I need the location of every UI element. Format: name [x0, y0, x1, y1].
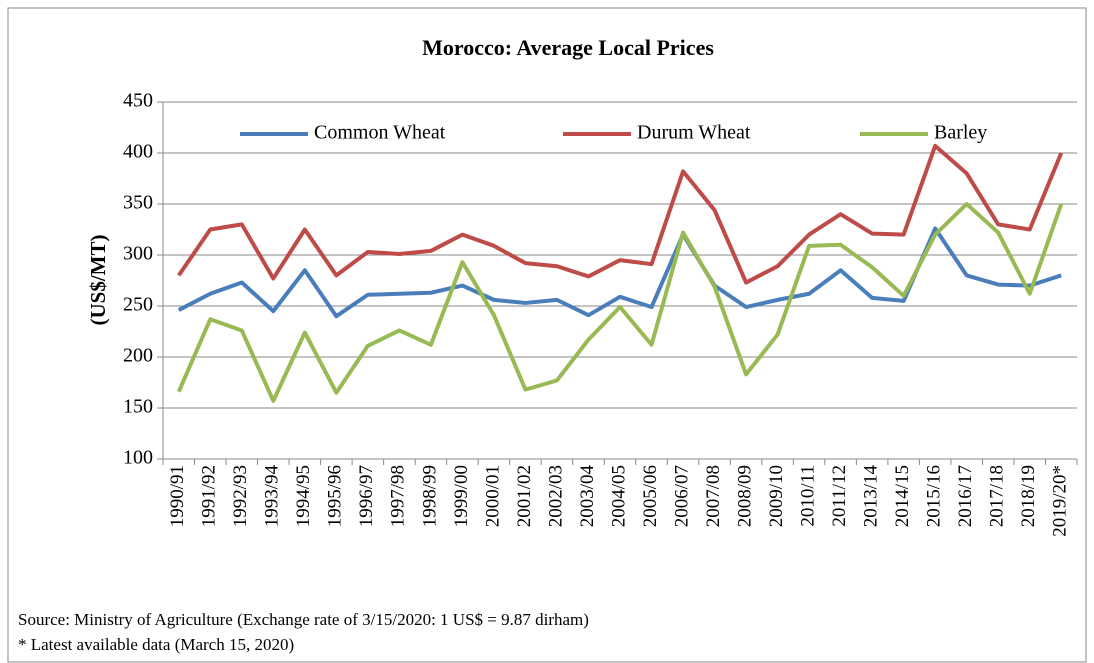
y-tick-label: 400	[123, 141, 153, 163]
x-tick-label: 1993/94	[262, 465, 283, 528]
y-tick-label: 350	[123, 192, 153, 214]
x-tick-label: 2004/05	[608, 465, 629, 527]
x-tick-label: 2001/02	[514, 465, 535, 527]
x-tick-label: 1992/93	[230, 465, 251, 527]
x-tick-label: 2008/09	[734, 465, 755, 527]
chart-title: Morocco: Average Local Prices	[422, 35, 714, 60]
x-tick-label: 2016/17	[955, 465, 976, 527]
x-tick-label: 2007/08	[703, 465, 724, 527]
x-tick-label: 2014/15	[892, 465, 913, 527]
y-tick-label: 300	[123, 243, 153, 265]
x-tick-label: 2006/07	[671, 465, 692, 527]
x-tick-label: 1996/97	[356, 465, 377, 527]
x-tick-label: 2002/03	[545, 465, 566, 527]
frame	[7, 7, 1087, 663]
x-tick-label: 2013/14	[860, 465, 881, 528]
x-tick-label: 2005/06	[640, 465, 661, 527]
y-tick-label: 150	[123, 396, 153, 418]
series-line	[176, 202, 1064, 403]
x-tick-label: 2010/11	[797, 465, 818, 527]
footnote: * Latest available data (March 15, 2020)	[18, 635, 294, 654]
x-tick-label: 1998/99	[419, 465, 440, 527]
x-tick-label: 2011/12	[829, 465, 850, 527]
y-tick-label: 250	[123, 294, 153, 316]
y-tick-label: 450	[123, 90, 153, 112]
x-tick-label: 1995/96	[325, 465, 346, 527]
source-note: Source: Ministry of Agriculture (Exchang…	[18, 610, 589, 629]
x-tick-label: 2009/10	[766, 465, 787, 527]
x-tick-label: 1994/95	[293, 465, 314, 527]
x-tick-label: 1999/00	[451, 465, 472, 527]
series-line	[177, 143, 1064, 285]
legend-label: Common Wheat	[314, 122, 446, 144]
x-tick-label: 2000/01	[482, 465, 503, 527]
x-tick-label: 2003/04	[577, 465, 598, 528]
x-tick-label: 2017/18	[987, 465, 1008, 527]
x-tick-label: 1991/92	[199, 465, 220, 527]
y-axis-label: (US$/MT)	[86, 235, 110, 326]
legend-label: Barley	[934, 122, 987, 144]
y-tick-label: 200	[123, 345, 153, 367]
y-tick-label: 100	[123, 447, 153, 469]
x-tick-label: 2019/20*	[1050, 465, 1071, 537]
x-tick-label: 2015/16	[924, 465, 945, 527]
x-tick-label: 1990/91	[167, 465, 188, 527]
legend-label: Durum Wheat	[637, 122, 751, 144]
x-tick-label: 2018/19	[1018, 465, 1039, 527]
x-tick-label: 1997/98	[388, 465, 409, 527]
